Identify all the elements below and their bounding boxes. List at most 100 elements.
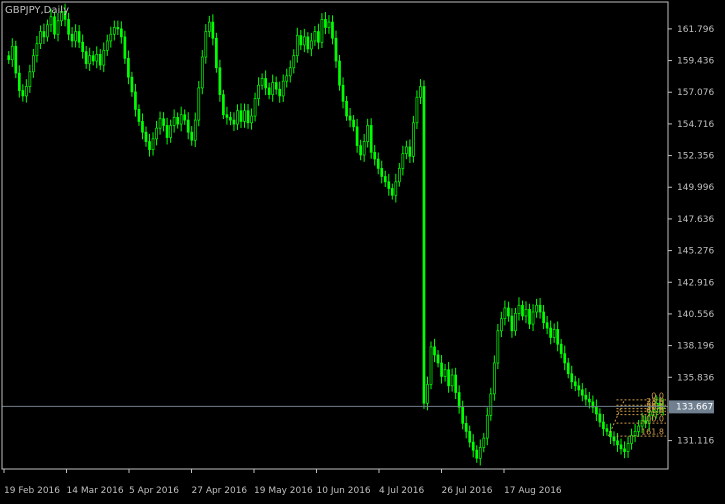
fibo-level-label: 161.8 — [641, 428, 664, 437]
candle-body — [77, 31, 81, 43]
price-axis[interactable]: 161.796 159.436 157.076 154.716 152.356 149.9… — [668, 25, 714, 447]
candle-body — [503, 307, 507, 320]
candle-body — [186, 119, 190, 133]
price-tick-label: 147.636 — [677, 215, 714, 225]
candle-body — [130, 76, 134, 93]
time-tick-label: 5 Apr 2016 — [129, 486, 179, 496]
candlestick-series — [7, 3, 665, 466]
candle-body — [517, 304, 521, 314]
candle-body — [566, 362, 570, 375]
time-tick-label: 19 May 2016 — [254, 486, 313, 496]
candle-body — [492, 362, 496, 395]
candle-body — [116, 27, 120, 30]
candle-body — [257, 84, 260, 99]
candle-body — [155, 127, 158, 140]
candle-body — [253, 98, 257, 117]
candle-body — [260, 78, 264, 86]
candle-body — [538, 304, 542, 313]
time-tick-label: 27 Apr 2016 — [192, 486, 248, 496]
candle-body — [482, 437, 486, 448]
candle-body — [32, 55, 35, 73]
candle-body — [412, 122, 415, 157]
candle-body — [56, 20, 60, 35]
candle-body — [63, 11, 67, 20]
price-tick-label: 152.356 — [677, 152, 714, 162]
candle-body — [545, 322, 549, 329]
price-tick-label: 140.556 — [677, 310, 714, 320]
candle-body — [510, 315, 514, 332]
candle-body — [454, 374, 457, 393]
candle-body — [369, 125, 373, 153]
candle-body — [524, 308, 528, 317]
time-axis[interactable]: 19 Feb 2016 14 Mar 2016 5 Apr 2016 27 Apr 2… — [3, 469, 562, 496]
candle-body — [587, 398, 591, 403]
candle-body — [84, 51, 88, 65]
candle-body — [580, 389, 584, 396]
candle-body — [359, 145, 362, 156]
candle-body — [549, 327, 552, 338]
candle-body — [225, 114, 229, 118]
candle-body — [10, 45, 14, 61]
candle-body — [53, 16, 56, 35]
candle-body — [471, 441, 475, 451]
candle-body — [70, 33, 74, 42]
candle-body — [433, 346, 436, 356]
candle-body — [405, 146, 408, 154]
price-tick-label: 159.436 — [677, 57, 714, 67]
candle-body — [211, 21, 215, 39]
fibo-level-label: 0.0 — [651, 391, 664, 400]
time-tick-label: 10 Jun 2016 — [317, 486, 371, 496]
candle-body — [595, 406, 598, 415]
candle-body — [74, 31, 77, 42]
candle-body — [193, 119, 197, 141]
candle-body — [183, 114, 187, 121]
candle-body — [215, 37, 218, 69]
price-tick-label: 154.716 — [677, 120, 714, 130]
current-price-tag-label: 133.667 — [676, 402, 713, 412]
candle-body — [514, 312, 517, 332]
time-tick-label: 17 Aug 2016 — [504, 486, 562, 496]
candle-body — [535, 304, 538, 313]
price-tick-label: 135.836 — [677, 373, 714, 383]
time-tick-label: 4 Jul 2016 — [379, 486, 424, 496]
candle-body — [338, 60, 341, 86]
price-tick-label: 157.076 — [677, 88, 714, 98]
price-tick-label: 142.916 — [677, 278, 714, 288]
candle-body — [376, 158, 380, 169]
candle-body — [637, 425, 640, 432]
candle-body — [429, 346, 433, 385]
candle-body — [274, 82, 278, 90]
candle-body — [408, 146, 412, 157]
candle-body — [14, 45, 18, 74]
candle-body — [443, 369, 447, 377]
plot-frame — [1, 1, 669, 470]
candle-body — [98, 53, 102, 66]
candle-body — [380, 168, 384, 177]
candle-body — [436, 354, 440, 364]
candle-body — [324, 19, 327, 28]
candle-body — [49, 16, 53, 26]
candle-body — [165, 125, 169, 138]
candle-body — [17, 72, 21, 91]
candle-body — [345, 100, 348, 117]
candle-body — [148, 141, 151, 150]
time-tick-label: 19 Feb 2016 — [4, 486, 60, 496]
candle-body — [496, 330, 500, 364]
candle-body — [35, 43, 39, 57]
candle-body — [440, 362, 443, 377]
candle-body — [81, 41, 85, 53]
candle-body — [46, 24, 49, 38]
candle-body — [616, 440, 619, 446]
candle-body — [112, 27, 116, 35]
candle-body — [394, 181, 398, 196]
candle-body — [397, 168, 401, 183]
current-price-tag-background — [669, 400, 714, 414]
candle-body — [158, 118, 162, 129]
candle-body — [95, 53, 99, 62]
candle-body — [619, 444, 623, 450]
chart-title: GBPJPY,Daily — [5, 5, 69, 16]
fibo-level-label: 100.0 — [641, 415, 664, 424]
